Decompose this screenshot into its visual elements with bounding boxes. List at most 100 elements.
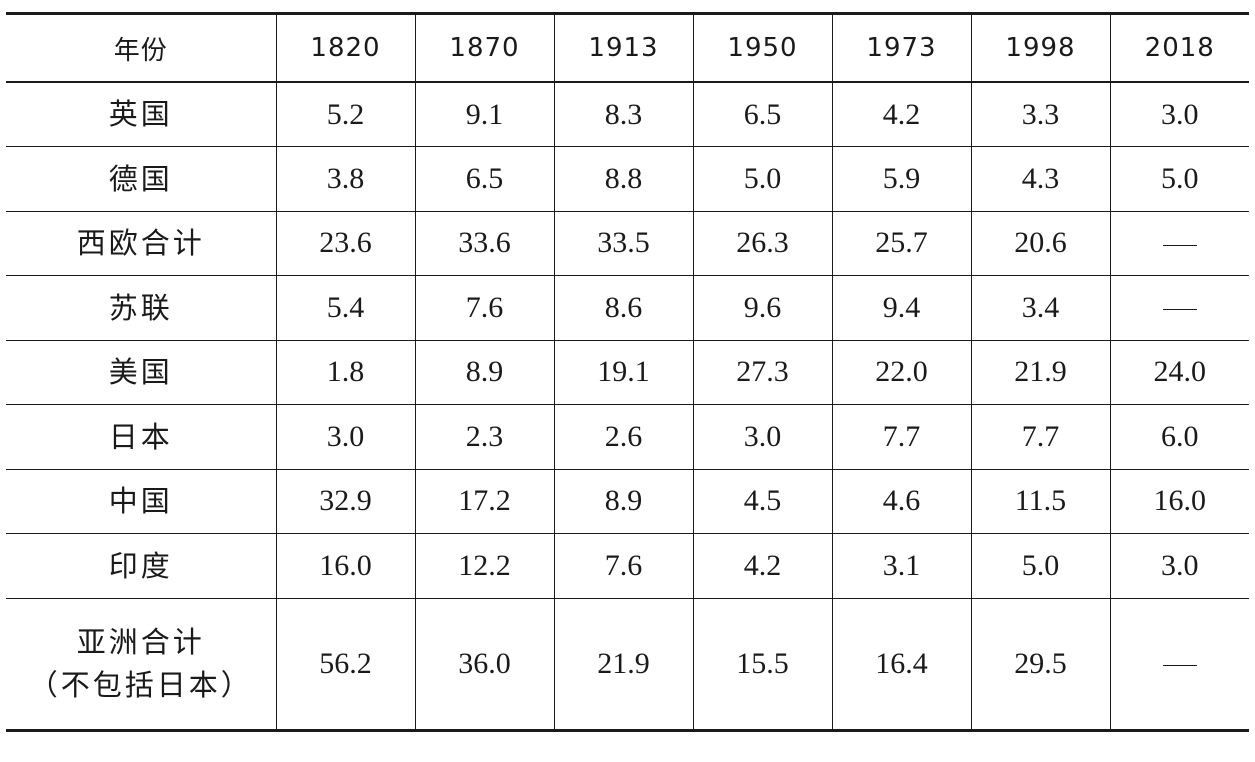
value-cell: 5.4 [275,275,415,341]
table-row: 印度 16.0 12.2 7.6 4.2 3.1 5.0 3.0 [6,533,1249,599]
value-cell: 3.8 [275,146,415,212]
value-cell: 5.0 [1109,146,1249,212]
value-cell: 3.4 [970,275,1110,341]
value-cell: 11.5 [970,469,1110,534]
row-label-line: 英国 [108,97,173,132]
header-year-1820: 1820 [275,13,415,83]
dash-text: — [1197,291,1198,292]
value-cell: 8.8 [553,146,693,212]
value-cell: 22.0 [831,340,971,405]
value-cell: 21.9 [553,598,693,730]
value-cell: 3.1 [831,533,971,599]
value-cell: 4.5 [692,469,832,534]
value-cell: 25.7 [831,211,971,276]
value-cell: 6.5 [692,82,832,147]
header-row: 年份 1820 1870 1913 1950 1973 1998 2018 [6,13,1249,83]
row-label-line: 日本 [108,419,173,454]
data-table-container: 年份 1820 1870 1913 1950 1973 1998 2018 英国 5.2 9.1 8… [6,12,1249,732]
value-cell: 8.9 [414,340,554,405]
value-cell: 7.7 [831,404,971,470]
value-cell: 9.6 [692,275,832,341]
value-cell: 23.6 [275,211,415,276]
header-year-1870: 1870 [414,13,554,83]
value-cell: 5.0 [692,146,832,212]
value-cell: 8.3 [553,82,693,147]
value-cell: 4.3 [970,146,1110,212]
value-cell: 5.0 [970,533,1110,599]
table-row: 西欧合计 23.633.633.526.325.720.6 — [6,211,1249,276]
value-cell: 26.3 [692,211,832,276]
no-data-cell: — [1109,211,1249,276]
value-cell: 1.8 [275,340,415,405]
row-label-line: 德国 [108,161,173,196]
value-cell: 7.7 [970,404,1110,470]
value-cell: 17.2 [414,469,554,534]
table-row: 亚洲合计 （不包括日本） 56.236.021.915.516.429.5 — [6,598,1249,730]
header-year-2018: 2018 [1109,13,1249,83]
header-year-1913: 1913 [553,13,693,83]
value-cell: 3.0 [692,404,832,470]
value-cell: 5.2 [275,82,415,147]
value-cell: 4.2 [692,533,832,599]
dash-mark [1162,244,1197,246]
dash-mark [1162,665,1197,667]
no-data-cell: — [1109,275,1249,341]
table-row: 日本 3.0 2.3 2.6 3.0 7.7 7.7 6.0 [6,404,1249,470]
table-row: 美国 1.8 8.9 19.1 27.3 22.0 21.9 24.0 [6,340,1249,405]
row-label: 中国 [6,469,276,534]
row-label: 亚洲合计 （不包括日本） [6,598,276,730]
value-cell: 5.9 [831,146,971,212]
value-cell: 16.4 [831,598,971,730]
value-cell: 16.0 [275,533,415,599]
row-label: 德国 [6,146,276,212]
value-cell: 8.9 [553,469,693,534]
value-cell: 9.1 [414,82,554,147]
value-cell: 19.1 [553,340,693,405]
row-label-line: 苏联 [108,290,173,325]
value-cell: 3.0 [1109,533,1249,599]
value-cell: 12.2 [414,533,554,599]
value-cell: 3.0 [275,404,415,470]
value-cell: 15.5 [692,598,832,730]
table-row: 英国 5.2 9.1 8.3 6.5 4.2 3.3 3.0 [6,82,1249,147]
table-row: 德国 3.8 6.5 8.8 5.0 5.9 4.3 5.0 [6,146,1249,212]
value-cell: 3.0 [1109,82,1249,147]
row-label-line: （不包括日本） [28,667,253,702]
dash-text: — [1197,647,1198,648]
row-label-line: 中国 [108,484,173,519]
row-label: 西欧合计 [6,211,276,276]
value-cell: 29.5 [970,598,1110,730]
header-year-1998: 1998 [970,13,1110,83]
header-year-1950: 1950 [692,13,832,83]
gdp-share-table: 年份 1820 1870 1913 1950 1973 1998 2018 英国 5.2 9.1 8… [6,12,1249,732]
value-cell: 2.3 [414,404,554,470]
value-cell: 36.0 [414,598,554,730]
value-cell: 6.5 [414,146,554,212]
row-label-line: 美国 [108,355,173,390]
value-cell: 4.2 [831,82,971,147]
row-label-line: 亚洲合计 [76,625,205,660]
row-label: 美国 [6,340,276,405]
value-cell: 33.5 [553,211,693,276]
value-cell: 27.3 [692,340,832,405]
value-cell: 33.6 [414,211,554,276]
row-label: 日本 [6,404,276,470]
value-cell: 7.6 [553,533,693,599]
value-cell: 2.6 [553,404,693,470]
dash-text: — [1197,226,1198,227]
header-year-label: 年份 [6,13,276,83]
value-cell: 9.4 [831,275,971,341]
value-cell: 4.6 [831,469,971,534]
value-cell: 24.0 [1109,340,1249,405]
value-cell: 3.3 [970,82,1110,147]
header-year-1973: 1973 [831,13,971,83]
dash-mark [1162,309,1197,311]
value-cell: 6.0 [1109,404,1249,470]
value-cell: 7.6 [414,275,554,341]
row-label: 英国 [6,82,276,147]
value-cell: 20.6 [970,211,1110,276]
row-label-line: 西欧合计 [76,226,205,261]
value-cell: 16.0 [1109,469,1249,534]
row-label: 苏联 [6,275,276,341]
row-label: 印度 [6,533,276,599]
